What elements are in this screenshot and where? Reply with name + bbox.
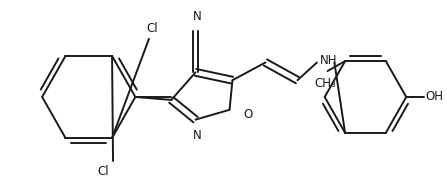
Text: O: O xyxy=(243,108,253,121)
Text: NH: NH xyxy=(320,54,337,67)
Text: N: N xyxy=(193,10,202,23)
Text: CH₃: CH₃ xyxy=(315,77,337,90)
Text: N: N xyxy=(193,130,202,142)
Text: Cl: Cl xyxy=(97,165,109,178)
Text: OH: OH xyxy=(426,90,444,104)
Text: Cl: Cl xyxy=(146,22,158,36)
